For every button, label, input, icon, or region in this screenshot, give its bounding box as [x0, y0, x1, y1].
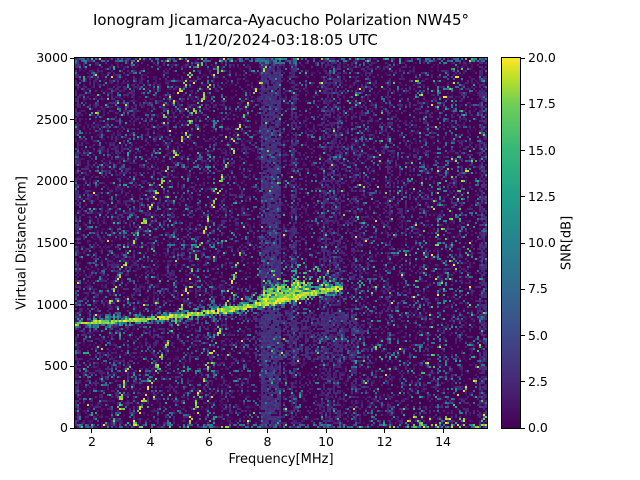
y-tick-label: 2000: [36, 173, 68, 189]
colorbar-label: SNR[dB]: [559, 215, 575, 271]
colorbar-tick: [521, 288, 525, 290]
colorbar-tick: [521, 427, 525, 429]
y-tick: [70, 427, 74, 429]
colorbar: [501, 57, 521, 429]
colorbar-tick-label: 7.5: [528, 281, 548, 297]
x-tick: [208, 429, 210, 433]
y-tick-label: 0: [60, 420, 68, 435]
colorbar-tick: [521, 150, 525, 151]
y-tick-label: 1000: [36, 296, 68, 312]
x-tick: [325, 429, 327, 433]
y-axis-label: Virtual Distance[km]: [14, 176, 30, 310]
colorbar-tick: [521, 381, 525, 383]
x-tick-label: 4: [146, 434, 155, 449]
colorbar-tick-label: 15.0: [528, 142, 556, 158]
colorbar-tick-label: 10.0: [528, 235, 556, 250]
y-tick-label: 2500: [36, 111, 68, 127]
y-tick: [70, 365, 74, 367]
y-tick: [70, 57, 74, 59]
colorbar-tick: [521, 57, 525, 59]
figure-title: Ionogram Jicamarca-Ayacucho Polarization…: [92, 11, 470, 29]
colorbar-tick-label: 20.0: [528, 50, 556, 65]
colorbar-tick-label: 12.5: [528, 188, 556, 204]
y-tick: [70, 180, 74, 182]
colorbar-tick: [521, 335, 525, 336]
y-tick-label: 500: [44, 358, 68, 374]
x-tick-label: 6: [205, 434, 213, 449]
colorbar-tick: [521, 103, 525, 105]
heatmap-canvas: [75, 58, 487, 428]
y-tick: [70, 304, 74, 306]
colorbar-tick-label: 0.0: [528, 420, 548, 435]
colorbar-tick-label: 5.0: [528, 327, 548, 343]
x-tick-label: 14: [435, 434, 452, 449]
y-tick: [70, 119, 74, 121]
plot-axes-frame: [74, 57, 488, 429]
x-tick-label: 10: [318, 434, 335, 449]
x-tick: [442, 429, 444, 433]
x-axis-label: Frequency[MHz]: [228, 452, 334, 467]
figure-title-block: Ionogram Jicamarca-Ayacucho Polarization…: [75, 10, 487, 50]
colorbar-tick-label: 17.5: [528, 96, 556, 112]
figure-subtitle: 11/20/2024-03:18:05 UTC: [184, 31, 378, 49]
colorbar-tick: [521, 242, 525, 244]
x-tick: [91, 429, 93, 433]
x-tick: [149, 429, 151, 433]
x-tick-label: 8: [263, 434, 272, 449]
colorbar-gradient: [502, 58, 520, 428]
colorbar-tick-label: 2.5: [528, 373, 548, 389]
y-tick-label: 3000: [36, 50, 68, 65]
x-tick: [267, 429, 269, 433]
x-tick-label: 2: [87, 434, 96, 449]
x-tick-label: 12: [376, 434, 393, 449]
y-tick: [70, 242, 74, 244]
x-tick: [384, 429, 386, 433]
colorbar-tick: [521, 196, 525, 198]
y-tick-label: 1500: [36, 235, 68, 250]
